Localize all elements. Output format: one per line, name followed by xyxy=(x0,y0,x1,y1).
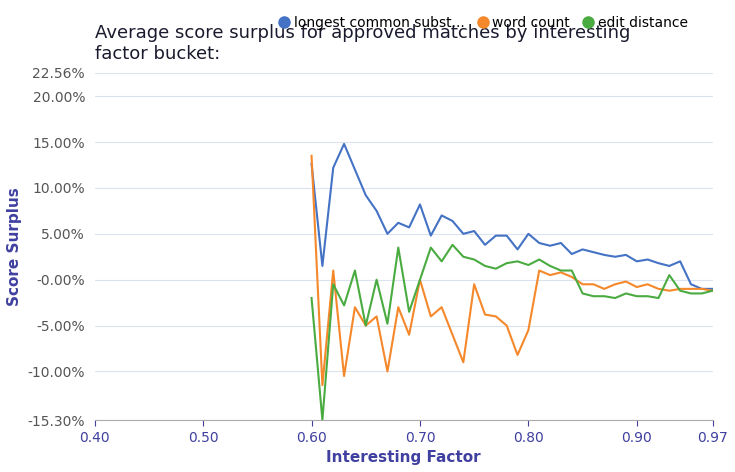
Y-axis label: Score Surplus: Score Surplus xyxy=(7,187,22,306)
Legend: longest common subst..., word count, edit distance: longest common subst..., word count, edi… xyxy=(274,10,694,35)
Text: Average score surplus for approved matches by interesting
factor bucket:: Average score surplus for approved match… xyxy=(95,24,630,63)
X-axis label: Interesting Factor: Interesting Factor xyxy=(326,450,481,465)
